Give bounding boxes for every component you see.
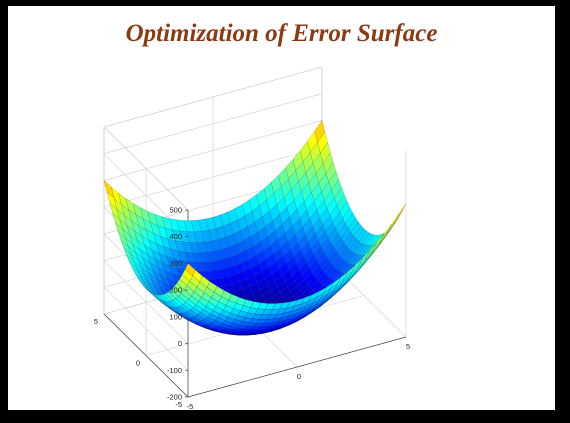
z-tick-label: -100 xyxy=(167,366,182,375)
x-tick-label: -5 xyxy=(187,402,194,410)
y-tick-label: 0 xyxy=(136,359,140,368)
x-tick-label: 5 xyxy=(406,342,410,351)
surface-patch xyxy=(395,203,407,220)
figure-panel: Optimization of Error Surface 500 400 300 2… xyxy=(8,6,555,410)
error-surface-chart: 500 400 300 200 100 0 -100 -200 5 0 -5 -5 0 5 xyxy=(94,66,410,411)
surface-patch xyxy=(185,263,196,277)
axis-ticks: 500 400 300 200 100 0 -100 -200 5 0 -5 -5 0 5 xyxy=(94,206,410,411)
z-tick-label: 500 xyxy=(169,206,182,215)
y-tick-label: -5 xyxy=(175,400,182,409)
axis-line xyxy=(103,313,189,398)
page-title: Optimization of Error Surface xyxy=(125,20,438,47)
surface-patch xyxy=(381,224,392,240)
axis-line xyxy=(187,336,407,398)
z-tick-label: -200 xyxy=(167,393,182,402)
grid-line xyxy=(103,66,323,128)
y-tick-label: 5 xyxy=(94,317,98,326)
z-tick-label: 0 xyxy=(178,339,182,348)
surface-patch xyxy=(388,213,399,230)
z-tick-label: 400 xyxy=(169,232,182,241)
surface-mesh xyxy=(103,120,407,336)
z-tick-label: 300 xyxy=(169,259,182,268)
grid-line xyxy=(103,126,189,211)
z-tick-label: 200 xyxy=(169,286,182,295)
x-tick-label: 0 xyxy=(297,372,301,381)
z-tick-label: 100 xyxy=(169,312,182,321)
